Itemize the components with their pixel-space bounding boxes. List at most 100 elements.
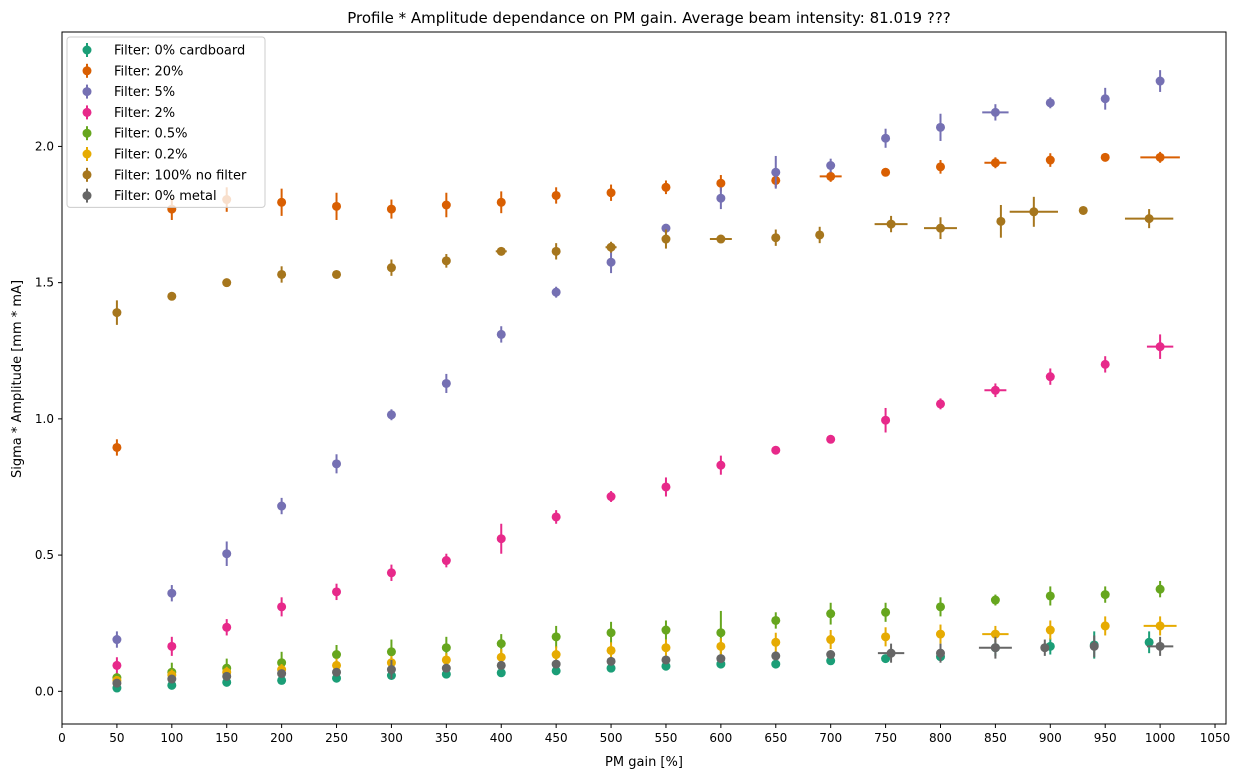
data-point (551, 650, 561, 660)
x-tick-label: 900 (1039, 731, 1062, 745)
series-1 (112, 151, 1180, 456)
data-point (386, 263, 396, 273)
x-tick-label: 700 (819, 731, 842, 745)
data-point (716, 641, 726, 651)
legend-label: Filter: 0% metal (114, 189, 217, 204)
data-point (386, 647, 396, 657)
data-point (826, 609, 836, 619)
data-point (222, 622, 232, 632)
series-6 (112, 196, 1174, 325)
data-point (496, 668, 506, 678)
data-point (771, 651, 781, 661)
data-point (1089, 641, 1099, 651)
legend-label: Filter: 2% (114, 106, 175, 121)
data-point (112, 660, 122, 670)
data-point (1040, 643, 1050, 653)
data-point (277, 269, 287, 279)
x-tick-label: 950 (1094, 731, 1117, 745)
data-point (277, 501, 287, 511)
data-point (1045, 591, 1055, 601)
data-point (606, 663, 616, 673)
y-tick-label: 0.5 (35, 548, 54, 562)
y-axis-label: Sigma * Amplitude [mm * mA] (10, 280, 25, 478)
data-point (1045, 372, 1055, 382)
x-tick-label: 450 (545, 731, 568, 745)
legend-marker (82, 87, 92, 97)
data-point (716, 654, 726, 664)
data-point (661, 482, 671, 492)
data-point (112, 308, 122, 318)
data-point (1155, 641, 1165, 651)
data-point (815, 230, 825, 240)
data-point (441, 256, 451, 266)
data-point (990, 385, 1000, 395)
x-tick-label: 150 (215, 731, 238, 745)
data-point (441, 643, 451, 653)
data-point (1045, 625, 1055, 635)
data-point (332, 269, 342, 279)
data-point (277, 669, 287, 679)
data-point (167, 674, 177, 684)
data-point (990, 158, 1000, 168)
data-point (1100, 94, 1110, 104)
data-point (441, 556, 451, 566)
data-point (935, 122, 945, 132)
x-tick-label: 1000 (1145, 731, 1176, 745)
series-2 (112, 70, 1165, 648)
legend-marker (82, 45, 92, 55)
data-point (441, 663, 451, 673)
data-point (716, 178, 726, 188)
data-point (716, 234, 726, 244)
data-point (1100, 621, 1110, 631)
data-point (1100, 590, 1110, 600)
data-point (935, 223, 945, 233)
data-point (386, 568, 396, 578)
data-point (1144, 637, 1154, 647)
data-point (661, 625, 671, 635)
data-point (935, 602, 945, 612)
x-tick-label: 550 (655, 731, 678, 745)
data-point (935, 162, 945, 172)
data-point (277, 197, 287, 207)
data-point (881, 415, 891, 425)
data-point (661, 661, 671, 671)
data-point (332, 667, 342, 677)
legend-marker (82, 149, 92, 159)
y-tick-label: 1.5 (35, 276, 54, 290)
data-point (990, 107, 1000, 117)
data-point (1100, 152, 1110, 162)
data-point (881, 654, 891, 664)
data-point (826, 171, 836, 181)
data-point (990, 643, 1000, 653)
data-point (716, 193, 726, 203)
data-point (1045, 155, 1055, 165)
data-point (441, 655, 451, 665)
legend-marker (82, 128, 92, 138)
data-point (996, 216, 1006, 226)
data-point (222, 671, 232, 681)
data-point (1045, 98, 1055, 108)
data-point (826, 650, 836, 660)
data-point (551, 512, 561, 522)
data-point (332, 459, 342, 469)
data-point (441, 200, 451, 210)
data-point (277, 658, 287, 668)
data-point (661, 234, 671, 244)
data-point (496, 534, 506, 544)
data-point (551, 666, 561, 676)
data-point (716, 460, 726, 470)
data-point (886, 648, 896, 658)
data-point (606, 242, 616, 252)
data-point (167, 641, 177, 651)
data-point (661, 655, 671, 665)
data-point (826, 160, 836, 170)
legend-label: Filter: 100% no filter (114, 168, 247, 183)
data-point (1100, 359, 1110, 369)
legend-marker (82, 170, 92, 180)
data-point (606, 656, 616, 666)
legend-box (66, 36, 266, 208)
data-point (771, 659, 781, 669)
data-point (277, 602, 287, 612)
data-point (881, 133, 891, 143)
data-point (1155, 76, 1165, 86)
